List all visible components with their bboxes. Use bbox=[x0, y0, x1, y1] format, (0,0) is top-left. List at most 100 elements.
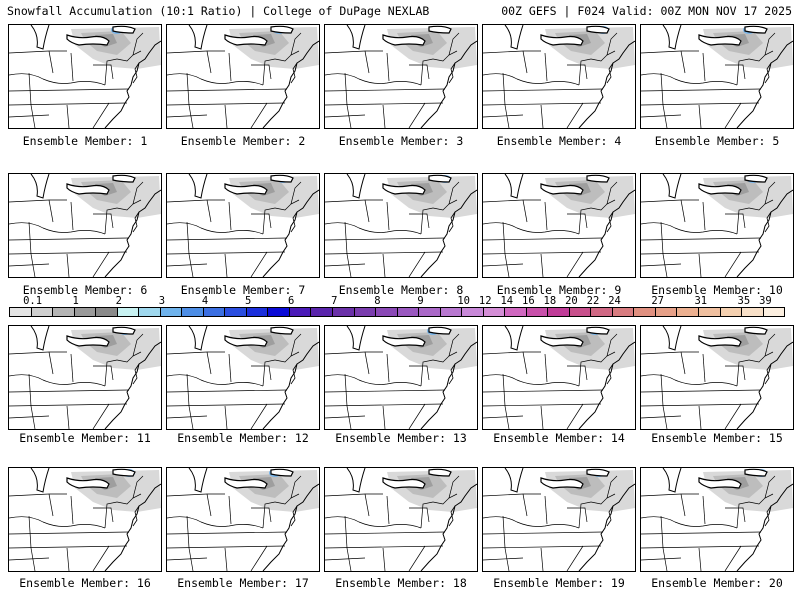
colorbar-swatch-27 bbox=[569, 308, 592, 316]
state-border-3 bbox=[578, 359, 592, 387]
state-border-4 bbox=[641, 531, 762, 535]
colorbar-swatch-30 bbox=[634, 308, 656, 316]
state-border-11 bbox=[724, 403, 742, 429]
state-border-14 bbox=[132, 333, 144, 357]
state-border-2 bbox=[641, 374, 738, 387]
state-border-5 bbox=[167, 251, 286, 255]
state-border-13 bbox=[590, 351, 616, 363]
member-map-12 bbox=[167, 326, 319, 429]
state-border-5 bbox=[9, 545, 128, 549]
state-border-10 bbox=[483, 263, 524, 267]
member-panel-13 bbox=[324, 325, 478, 430]
state-border-2 bbox=[9, 516, 106, 529]
lake-erie-outline bbox=[382, 477, 426, 489]
state-border-7 bbox=[386, 52, 390, 82]
state-border-5 bbox=[167, 545, 286, 549]
state-border-3 bbox=[736, 58, 750, 86]
state-border-14 bbox=[606, 475, 618, 499]
chesapeake-outline bbox=[606, 211, 614, 233]
chesapeake-outline bbox=[290, 62, 298, 84]
member-caption-4: Ensemble Member: 4 bbox=[496, 134, 622, 148]
state-border-7 bbox=[702, 201, 706, 231]
member-map-4 bbox=[483, 25, 635, 128]
colorbar-swatch-36 bbox=[763, 308, 785, 316]
snowfall-colorbar bbox=[9, 307, 785, 317]
member-caption-6: Ensemble Member: 6 bbox=[22, 283, 148, 297]
state-border-6 bbox=[522, 199, 528, 223]
state-border-9 bbox=[224, 104, 228, 128]
state-border-5 bbox=[9, 102, 128, 106]
lake-ontario-outline bbox=[112, 468, 136, 477]
state-border-1 bbox=[9, 351, 67, 355]
state-border-1 bbox=[167, 493, 225, 497]
chesapeake-outline bbox=[606, 363, 614, 385]
chesapeake-outline bbox=[606, 505, 614, 527]
state-border-9 bbox=[698, 405, 702, 429]
state-border-5 bbox=[9, 403, 128, 407]
state-border-13 bbox=[590, 199, 616, 211]
state-border-10 bbox=[641, 263, 682, 267]
state-border-9 bbox=[698, 253, 702, 277]
state-border-11 bbox=[724, 102, 742, 128]
state-border-11 bbox=[250, 251, 268, 277]
lake-erie-outline bbox=[540, 183, 584, 195]
colorbar-swatch-23 bbox=[483, 308, 506, 316]
state-border-2 bbox=[483, 73, 580, 86]
colorbar-swatch-14 bbox=[289, 308, 312, 316]
state-border-6 bbox=[48, 351, 54, 375]
state-border-10 bbox=[325, 415, 366, 419]
chesapeake-outline bbox=[132, 505, 140, 527]
state-border-3 bbox=[262, 501, 276, 529]
state-border-10 bbox=[641, 114, 682, 118]
state-border-12 bbox=[251, 507, 272, 523]
state-border-1 bbox=[9, 50, 67, 54]
coastline bbox=[262, 189, 319, 277]
state-border-6 bbox=[206, 199, 212, 223]
lake-michigan-outline bbox=[188, 468, 208, 493]
colorbar-tick-label: 18 bbox=[543, 295, 557, 307]
state-border-8 bbox=[502, 221, 510, 277]
state-border-5 bbox=[167, 102, 286, 106]
state-border-4 bbox=[167, 237, 288, 241]
lake-erie-outline bbox=[698, 34, 742, 46]
state-border-12 bbox=[567, 507, 588, 523]
state-border-12 bbox=[93, 507, 114, 523]
lake-erie-outline bbox=[224, 477, 268, 489]
state-border-3 bbox=[420, 359, 434, 387]
lake-ontario-outline bbox=[586, 468, 610, 477]
chesapeake-outline bbox=[132, 363, 140, 385]
state-border-6 bbox=[522, 50, 528, 74]
state-border-14 bbox=[448, 333, 460, 357]
state-border-2 bbox=[9, 73, 106, 86]
member-map-7 bbox=[167, 174, 319, 277]
state-border-12 bbox=[93, 64, 114, 80]
state-border-12 bbox=[93, 365, 114, 381]
lake-michigan-outline bbox=[504, 25, 524, 50]
member-panel-3 bbox=[324, 24, 478, 129]
lake-michigan-outline bbox=[188, 174, 208, 199]
state-border-3 bbox=[262, 58, 276, 86]
state-border-11 bbox=[250, 545, 268, 571]
state-border-4 bbox=[167, 88, 288, 92]
coastline bbox=[736, 483, 793, 571]
chesapeake-outline bbox=[764, 211, 772, 233]
member-caption-17: Ensemble Member: 17 bbox=[177, 576, 309, 590]
state-border-4 bbox=[641, 237, 762, 241]
state-border-13 bbox=[748, 493, 774, 505]
state-border-10 bbox=[9, 263, 50, 267]
member-caption-2: Ensemble Member: 2 bbox=[180, 134, 306, 148]
state-border-13 bbox=[748, 50, 774, 62]
state-border-4 bbox=[325, 531, 446, 535]
member-map-9 bbox=[483, 174, 635, 277]
state-border-12 bbox=[251, 213, 272, 229]
member-map-10 bbox=[641, 174, 793, 277]
state-border-1 bbox=[9, 199, 67, 203]
state-border-10 bbox=[483, 114, 524, 118]
lake-ontario-outline bbox=[270, 174, 294, 183]
state-border-10 bbox=[167, 415, 208, 419]
member-panel-12 bbox=[166, 325, 320, 430]
chesapeake-outline bbox=[132, 211, 140, 233]
lake-michigan-outline bbox=[346, 174, 366, 199]
lake-erie-outline bbox=[540, 335, 584, 347]
lake-erie-outline bbox=[382, 183, 426, 195]
